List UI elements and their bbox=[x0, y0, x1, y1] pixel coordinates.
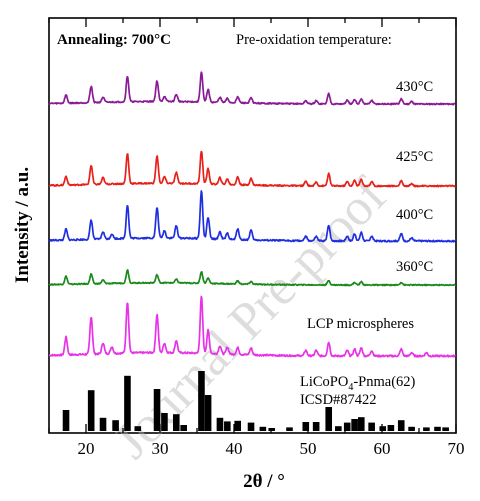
series-label-430: 430°C bbox=[396, 79, 433, 95]
reference-stick bbox=[387, 425, 395, 431]
reference-stick bbox=[99, 417, 107, 431]
reference-stick bbox=[335, 426, 342, 431]
reference-stick bbox=[259, 426, 267, 431]
reference-stick bbox=[234, 420, 241, 431]
series-label-425: 425°C bbox=[396, 149, 433, 165]
series-label-400: 400°C bbox=[396, 207, 433, 223]
reference-stick bbox=[224, 421, 231, 431]
series-label-lcp: LCP microspheres bbox=[307, 316, 414, 332]
x-tick-label: 30 bbox=[152, 439, 169, 458]
reference-stick bbox=[286, 427, 293, 431]
plot-frame bbox=[48, 17, 457, 434]
x-tick-label: 50 bbox=[300, 439, 317, 458]
reference-stick bbox=[247, 422, 255, 431]
reference-stick bbox=[62, 410, 70, 431]
reference-stick bbox=[357, 417, 365, 431]
series-label-360: 360°C bbox=[396, 259, 433, 275]
reference-stick bbox=[434, 426, 441, 431]
reference-stick bbox=[87, 390, 95, 431]
x-tick-label: 70 bbox=[448, 439, 465, 458]
reference-stick bbox=[124, 375, 131, 431]
reference-stick bbox=[423, 427, 430, 431]
x-tick-label: 40 bbox=[226, 439, 243, 458]
reference-stick bbox=[112, 420, 119, 431]
reference-label-line2: ICSD#87422 bbox=[300, 392, 377, 408]
reference-stick bbox=[312, 422, 320, 431]
annealing-annotation: Annealing: 700°C bbox=[57, 32, 171, 48]
reference-stick bbox=[351, 419, 358, 431]
reference-stick bbox=[180, 425, 187, 431]
reference-sticks bbox=[62, 371, 449, 431]
reference-stick bbox=[343, 422, 351, 431]
pattern-line bbox=[48, 269, 457, 287]
reference-stick bbox=[397, 420, 405, 431]
reference-stick bbox=[368, 422, 375, 431]
pattern-line bbox=[48, 190, 456, 243]
x-tick-label: 60 bbox=[374, 439, 391, 458]
pattern-line bbox=[48, 71, 456, 106]
reference-stick bbox=[172, 414, 180, 431]
y-axis-label: Intensity / a.u. bbox=[12, 167, 33, 283]
x-axis-label: 2θ / ° bbox=[243, 471, 285, 492]
reference-stick bbox=[204, 395, 212, 431]
reference-stick bbox=[442, 427, 449, 431]
xrd-patterns bbox=[48, 71, 457, 358]
reference-stick bbox=[379, 426, 387, 431]
reference-stick bbox=[216, 417, 224, 431]
reference-stick bbox=[302, 422, 310, 431]
reference-stick bbox=[198, 371, 205, 431]
x-axis-ticks bbox=[48, 18, 457, 433]
reference-label-line1: LiCoPO4-Pnma(62) bbox=[300, 374, 416, 393]
reference-stick bbox=[153, 389, 161, 431]
pattern-line bbox=[48, 150, 457, 188]
x-tick-label: 20 bbox=[78, 439, 95, 458]
x-axis-tick-labels: 20 30 40 50 60 70 bbox=[78, 439, 465, 458]
reference-stick bbox=[325, 407, 333, 431]
pattern-line bbox=[48, 295, 457, 358]
reference-stick bbox=[134, 426, 142, 431]
reference-stick bbox=[408, 426, 415, 431]
reference-stick bbox=[268, 428, 276, 431]
reference-stick bbox=[161, 413, 168, 431]
preox-annotation: Pre-oxidation temperature: bbox=[236, 32, 392, 48]
